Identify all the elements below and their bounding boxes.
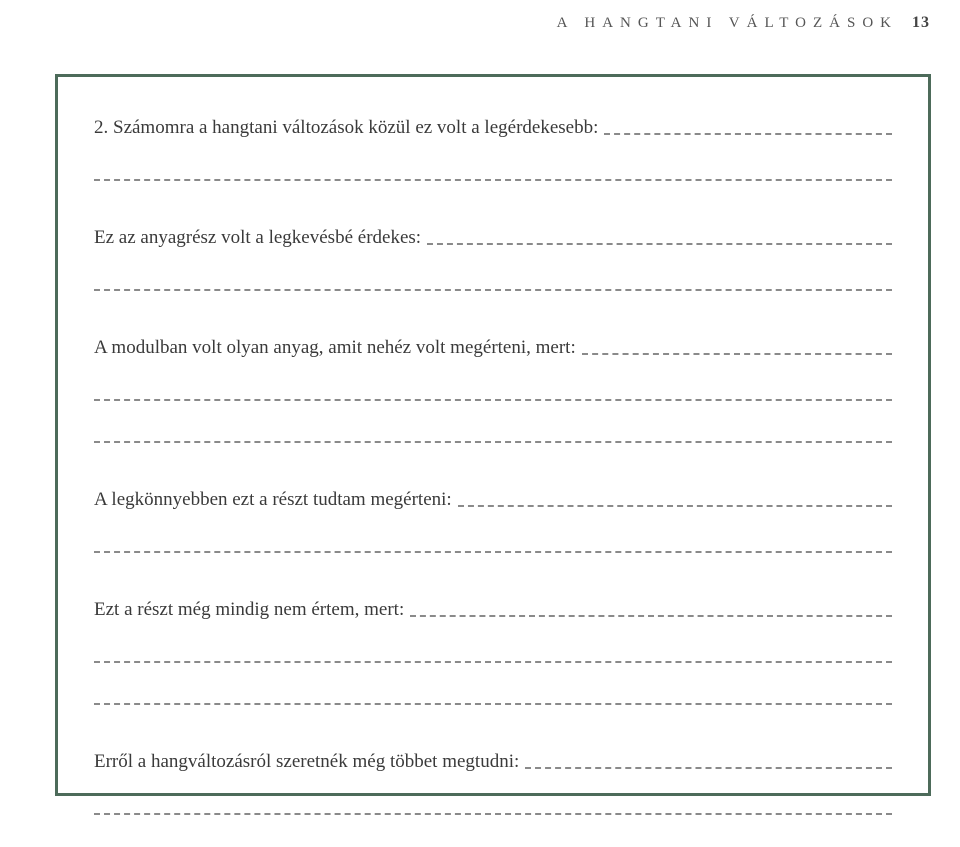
- prompt-row-5: Ezt a részt még mindig nem értem, mert:: [94, 599, 892, 621]
- prompt-text-5: Ezt a részt még mindig nem értem, mert:: [94, 599, 410, 621]
- content-frame: 2. Számomra a hangtani változások közül …: [55, 74, 931, 796]
- prompt-row-3: A modulban volt olyan anyag, amit nehéz …: [94, 337, 892, 359]
- prompt-row-1: 2. Számomra a hangtani változások közül …: [94, 117, 892, 139]
- answer-line: [94, 551, 892, 553]
- answer-fill-6: [525, 767, 892, 769]
- answer-line: [94, 661, 892, 663]
- answer-fill-5: [410, 615, 892, 617]
- content-inner: 2. Számomra a hangtani változások közül …: [58, 77, 928, 847]
- prompt-text-4: A legkönnyebben ezt a részt tudtam megér…: [94, 489, 458, 511]
- header-title: A HANGTANI VÁLTOZÁSOK: [557, 15, 898, 31]
- answer-line: [94, 441, 892, 443]
- answer-line: [94, 703, 892, 705]
- answer-fill-2: [427, 243, 892, 245]
- prompt-text-6: Erről a hangváltozásról szeretnék még tö…: [94, 751, 525, 773]
- answer-fill-3: [582, 353, 892, 355]
- answer-line: [94, 813, 892, 815]
- prompt-text-3: A modulban volt olyan anyag, amit nehéz …: [94, 337, 582, 359]
- prompt-text-1: 2. Számomra a hangtani változások közül …: [94, 117, 604, 139]
- prompt-text-2: Ez az anyagrész volt a legkevésbé érdeke…: [94, 227, 427, 249]
- prompt-row-4: A legkönnyebben ezt a részt tudtam megér…: [94, 489, 892, 511]
- prompt-row-6: Erről a hangváltozásról szeretnék még tö…: [94, 751, 892, 773]
- answer-fill-1: [604, 133, 892, 135]
- prompt-row-2: Ez az anyagrész volt a legkevésbé érdeke…: [94, 227, 892, 249]
- answer-line: [94, 399, 892, 401]
- answer-line: [94, 289, 892, 291]
- answer-fill-4: [458, 505, 892, 507]
- page-number: 13: [912, 14, 930, 31]
- page-header: A HANGTANI VÁLTOZÁSOK 13: [557, 14, 930, 32]
- answer-line: [94, 179, 892, 181]
